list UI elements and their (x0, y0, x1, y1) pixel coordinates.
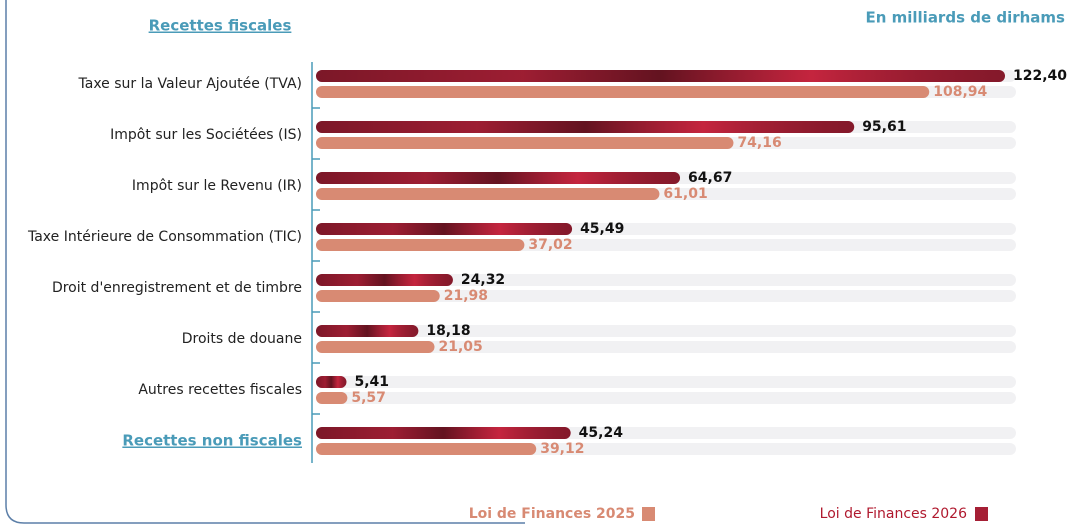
bar (316, 188, 660, 200)
bar (316, 341, 435, 353)
value-label: 5,57 (351, 390, 386, 406)
value-label: 74,16 (737, 135, 781, 151)
bar (316, 239, 525, 251)
track (316, 341, 1016, 353)
bar-sheen (316, 70, 1005, 82)
subtitle: En milliards de dirhams (865, 9, 1065, 27)
value-label: 64,67 (688, 170, 732, 186)
bar-sheen (316, 172, 681, 184)
legend-label: Loi de Finances 2026 (820, 506, 967, 522)
category-label: Taxe sur la Valeur Ajoutée (TVA) (78, 76, 302, 92)
category-label: Droit d'enregistrement et de timbre (52, 280, 302, 296)
bar-sheen (316, 223, 573, 235)
frame (5, 0, 525, 524)
track (316, 392, 1016, 404)
legend-swatch (642, 507, 655, 521)
title: Recettes fiscales (149, 17, 292, 35)
value-label: 45,24 (579, 425, 624, 441)
category-label: Droits de douane (182, 331, 302, 347)
value-label: 5,41 (354, 374, 389, 390)
value-label: 18,18 (426, 323, 470, 339)
value-label: 95,61 (862, 119, 906, 135)
category-label: Impôt sur le Revenu (IR) (132, 178, 302, 194)
bar-sheen (316, 427, 571, 439)
value-label: 45,49 (580, 221, 624, 237)
bar (316, 290, 440, 302)
bar-sheen (316, 325, 419, 337)
value-label: 61,01 (663, 186, 707, 202)
category-label: Autres recettes fiscales (138, 382, 302, 398)
bar (316, 86, 930, 98)
legend-label: Loi de Finances 2025 (469, 506, 635, 522)
bar (316, 392, 348, 404)
track (316, 274, 1016, 286)
bar-sheen (316, 121, 855, 133)
value-label: 37,02 (528, 237, 572, 253)
value-label: 21,05 (438, 339, 482, 355)
category-label: Taxe Intérieure de Consommation (TIC) (27, 229, 302, 245)
legend-swatch (975, 507, 988, 521)
value-label: 39,12 (540, 441, 584, 457)
value-label: 122,40 (1013, 68, 1067, 84)
bar (316, 443, 537, 455)
value-label: 24,32 (461, 272, 505, 288)
track (316, 376, 1016, 388)
track (316, 290, 1016, 302)
track (316, 325, 1016, 337)
category-label: Recettes non fiscales (122, 432, 302, 450)
category-label: Impôt sur les Sociétées (IS) (110, 127, 302, 143)
bar-sheen (316, 274, 453, 286)
bar-sheen (316, 376, 347, 388)
value-label: 21,98 (444, 288, 488, 304)
value-label: 108,94 (933, 84, 987, 100)
bar (316, 137, 734, 149)
